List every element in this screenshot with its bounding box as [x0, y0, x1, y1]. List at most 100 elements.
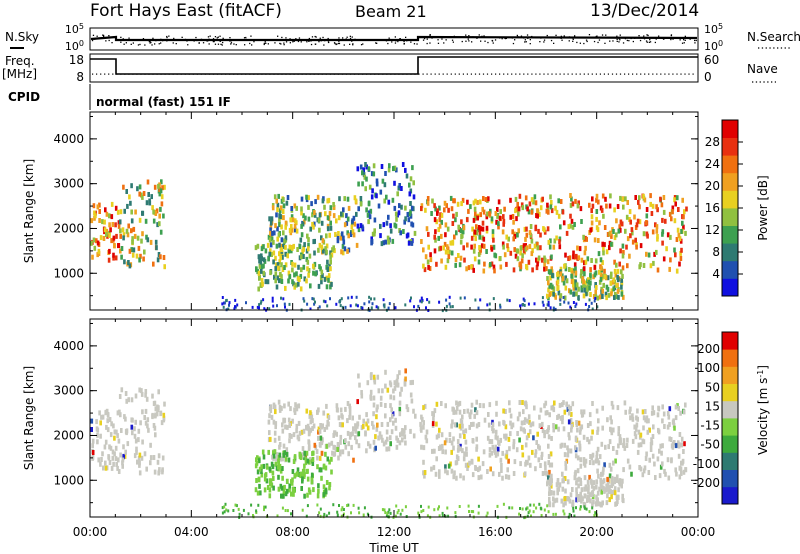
range-gate-cell [91, 438, 95, 444]
range-gate-cell [433, 508, 436, 512]
range-gate-cell [343, 246, 347, 252]
range-gate-cell [621, 243, 625, 249]
range-gate-cell [410, 205, 414, 211]
range-gate-cell [162, 213, 165, 219]
range-gate-cell [345, 220, 349, 226]
range-gate-cell [273, 194, 277, 200]
range-gate-cell [647, 418, 650, 424]
range-gate-cell [616, 405, 620, 411]
range-gate-cell [433, 234, 436, 240]
range-gate-cell [279, 271, 282, 277]
range-gate-cell [607, 488, 610, 494]
range-gate-cell [163, 401, 166, 407]
range-gate-cell [301, 221, 305, 227]
range-gate-cell [588, 510, 591, 514]
range-gate-cell [534, 449, 538, 455]
range-gate-cell [384, 403, 387, 408]
range-gate-cell [318, 227, 321, 233]
range-gate-cell [358, 511, 361, 515]
range-gate-cell [282, 452, 285, 458]
range-gate-cell [284, 251, 287, 257]
range-gate-cell [163, 264, 166, 270]
range-gate-cell [580, 219, 583, 224]
range-gate-cell [258, 483, 261, 489]
range-gate-cell [329, 297, 331, 301]
range-gate-cell [444, 222, 448, 228]
range-gate-cell [516, 232, 519, 238]
range-gate-cell [499, 209, 502, 215]
range-gate-cell [651, 405, 654, 411]
range-gate-cell [518, 400, 522, 405]
range-gate-cell [490, 439, 494, 445]
range-gate-cell [356, 223, 360, 229]
range-gate-cell [390, 407, 393, 413]
range-gate-cell [251, 305, 254, 309]
range-gate-cell [617, 228, 621, 234]
range-gate-cell [594, 297, 597, 300]
range-gate-cell [426, 298, 429, 302]
range-gate-cell [615, 449, 619, 455]
range-gate-cell [269, 270, 272, 276]
range-gate-cell [628, 253, 631, 259]
range-gate-cell [322, 463, 326, 469]
range-gate-cell [277, 486, 281, 492]
range-gate-cell [611, 490, 615, 495]
range-gate-cell [372, 439, 376, 445]
range-gate-cell [122, 444, 125, 450]
range-gate-cell [106, 412, 110, 417]
range-gate-cell [291, 418, 294, 424]
range-gate-cell [342, 235, 345, 241]
colorbar-segment [722, 172, 738, 191]
range-gate-cell [572, 250, 575, 256]
range-gate-cell [96, 204, 100, 210]
range-gate-cell [450, 206, 454, 212]
range-gate-cell [131, 430, 134, 436]
range-gate-cell [656, 456, 660, 462]
range-gate-cell [525, 265, 529, 271]
range-gate-cell [584, 302, 587, 306]
range-gate-cell [622, 250, 625, 255]
range-gate-cell [409, 380, 413, 386]
range-gate-cell [570, 196, 573, 202]
range-gate-cell [504, 424, 508, 430]
range-gate-cell [633, 424, 636, 430]
range-gate-cell [362, 513, 365, 517]
range-gate-cell [586, 423, 590, 428]
range-gate-cell [589, 227, 592, 233]
range-gate-cell [309, 307, 312, 311]
range-gate-cell [320, 450, 324, 456]
colorbar-segment [722, 349, 738, 367]
range-gate-cell [118, 219, 122, 225]
range-gate-cell [119, 209, 123, 215]
range-gate-cell [281, 466, 284, 471]
range-gate-cell [114, 222, 117, 228]
range-gate-cell [422, 247, 425, 253]
range-gate-cell [523, 226, 527, 232]
range-gate-cell [145, 466, 148, 472]
range-gate-cell [664, 471, 667, 477]
range-gate-cell [459, 418, 463, 424]
range-gate-cell [145, 396, 149, 402]
range-gate-cell [373, 217, 377, 223]
range-gate-cell [319, 442, 322, 448]
range-gate-cell [290, 224, 293, 229]
range-gate-cell [447, 254, 451, 260]
range-gate-cell [452, 445, 455, 451]
range-gate-cell [328, 511, 331, 515]
range-gate-cell [268, 466, 272, 472]
range-gate-cell [155, 245, 158, 251]
range-gate-cell [599, 481, 603, 487]
range-gate-cell [304, 456, 308, 462]
range-gate-cell [402, 431, 405, 437]
range-gate-cell [292, 459, 296, 464]
range-gate-cell [543, 403, 546, 409]
range-gate-cell [155, 208, 159, 214]
range-gate-cell [564, 252, 567, 258]
range-gate-cell [396, 212, 399, 218]
range-gate-cell [356, 399, 359, 405]
range-gate-cell [595, 484, 598, 490]
range-gate-cell [362, 167, 365, 173]
range-gate-cell [309, 226, 312, 232]
range-gate-cell [417, 304, 420, 308]
noise-tick-bottom: 100 [65, 39, 84, 54]
